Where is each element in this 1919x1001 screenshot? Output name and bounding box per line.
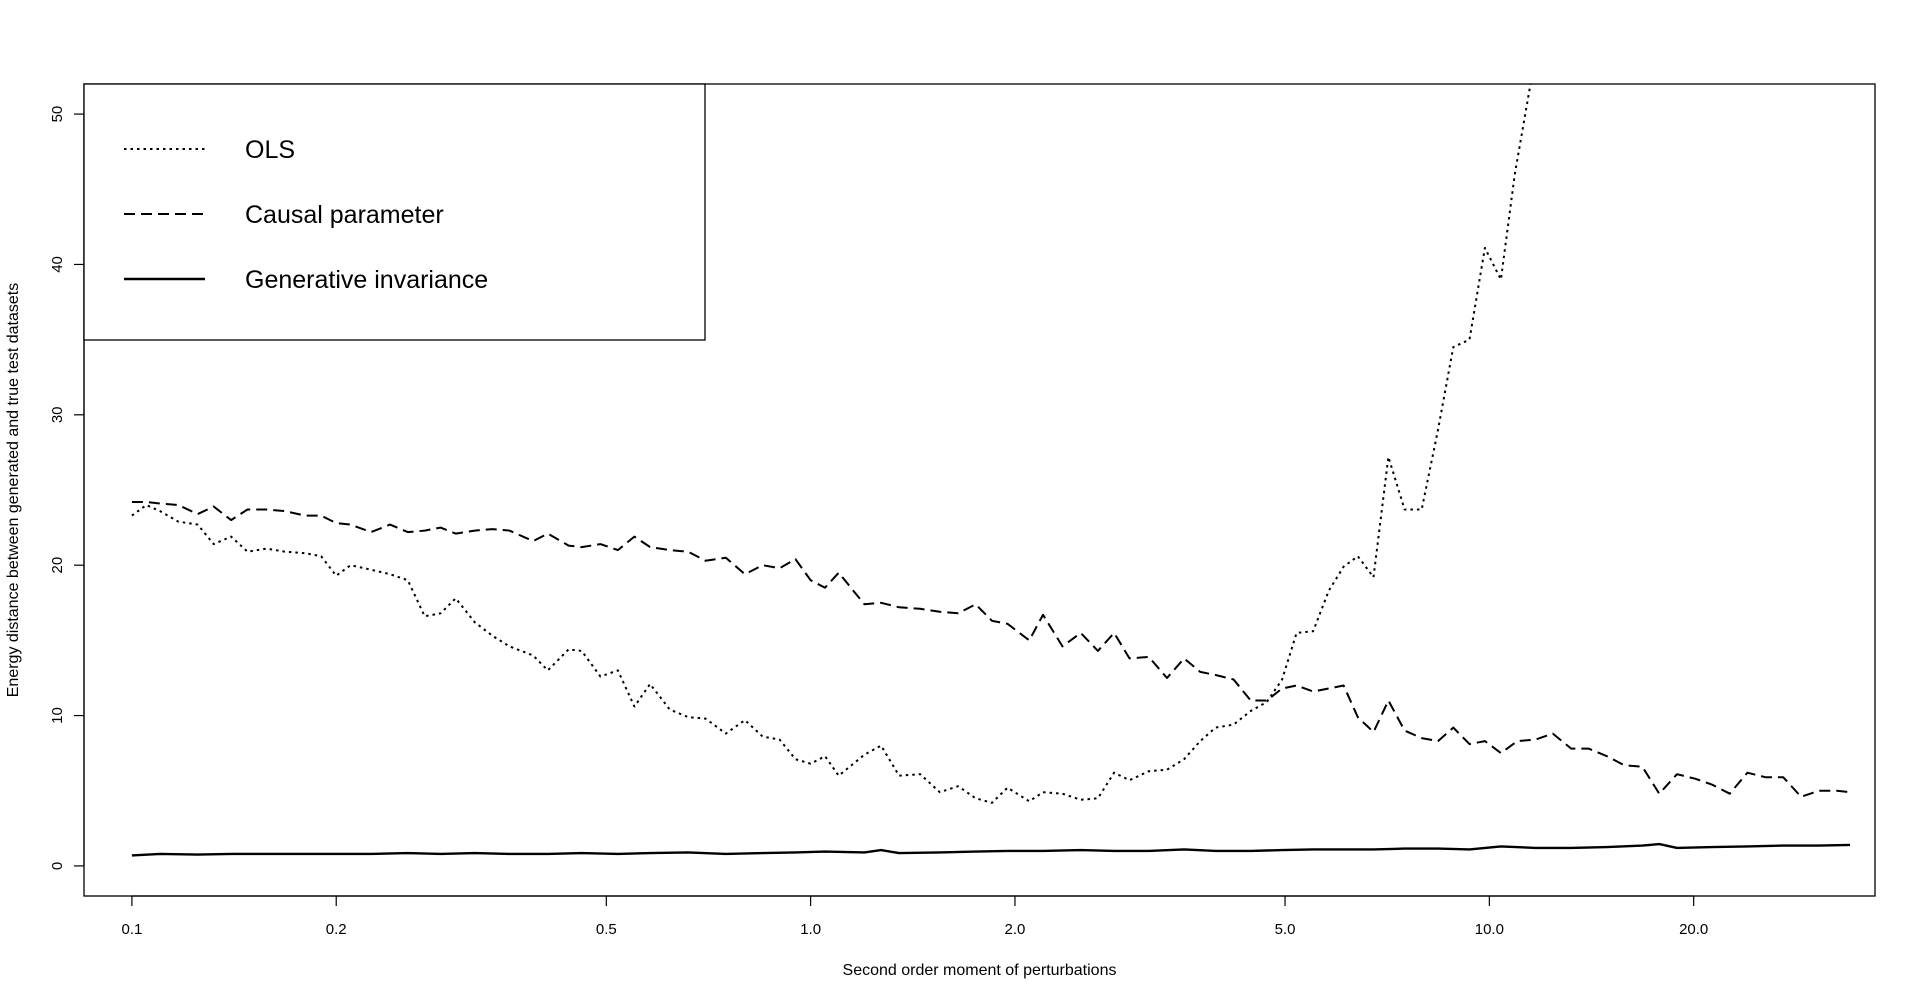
legend-label-generative-invariance: Generative invariance bbox=[245, 266, 488, 294]
y-tick-label-30: 30 bbox=[49, 406, 66, 423]
x-tick-label-1-0: 1.0 bbox=[800, 921, 821, 938]
x-tick-label-0-2: 0.2 bbox=[326, 921, 347, 938]
y-tick-label-40: 40 bbox=[49, 256, 66, 273]
x-tick-label-5-0: 5.0 bbox=[1275, 921, 1296, 938]
legend-label-ols: OLS bbox=[245, 136, 295, 164]
x-axis: 0.1 0.2 0.5 1.0 2.0 5.0 10.0 20.0 bbox=[121, 895, 1708, 938]
y-tick-label-10: 10 bbox=[49, 707, 66, 724]
x-tick-label-10-0: 10.0 bbox=[1475, 921, 1504, 938]
y-tick-label-50: 50 bbox=[49, 106, 66, 123]
legend-entry-ols: OLS bbox=[124, 136, 295, 164]
series-layer bbox=[131, 84, 1851, 857]
y-tick-label-0: 0 bbox=[49, 862, 66, 870]
series-line-causal-parameter bbox=[131, 501, 1851, 798]
y-tick-label-20: 20 bbox=[49, 557, 66, 574]
legend-box bbox=[83, 83, 706, 341]
legend: OLS Causal parameter Generative invarian… bbox=[83, 83, 706, 341]
x-tick-label-0-5: 0.5 bbox=[596, 921, 617, 938]
y-axis-title: Energy distance between generated and tr… bbox=[5, 283, 22, 698]
legend-label-causal-parameter: Causal parameter bbox=[245, 201, 444, 229]
x-tick-label-20-0: 20.0 bbox=[1679, 921, 1708, 938]
x-tick-label-0-1: 0.1 bbox=[121, 921, 142, 938]
x-axis-title: Second order moment of perturbations bbox=[843, 962, 1117, 979]
legend-entry-generative-invariance: Generative invariance bbox=[124, 266, 488, 294]
series-line-generative-invariance bbox=[131, 842, 1851, 857]
legend-entry-causal-parameter: Causal parameter bbox=[124, 201, 444, 229]
x-tick-label-2-0: 2.0 bbox=[1005, 921, 1026, 938]
